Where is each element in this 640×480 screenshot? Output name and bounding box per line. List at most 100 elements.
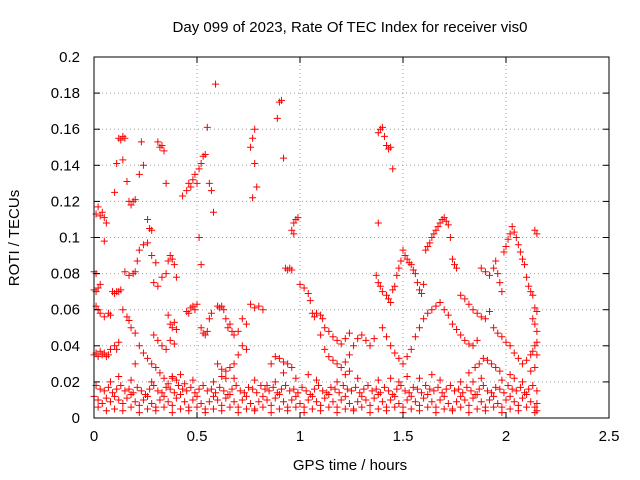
data-point bbox=[370, 394, 378, 402]
data-point bbox=[193, 403, 201, 411]
data-point bbox=[230, 374, 238, 382]
data-point bbox=[294, 214, 302, 222]
data-point bbox=[436, 396, 444, 404]
x-tick-label: 2.5 bbox=[599, 428, 620, 445]
data-point bbox=[387, 342, 395, 350]
data-point bbox=[405, 389, 413, 397]
data-point bbox=[420, 280, 428, 288]
data-point bbox=[440, 392, 448, 400]
data-point bbox=[399, 246, 407, 254]
data-point bbox=[418, 389, 426, 397]
data-point bbox=[467, 387, 475, 395]
data-point bbox=[144, 215, 152, 223]
data-point bbox=[469, 342, 477, 350]
data-point bbox=[115, 396, 123, 404]
data-point bbox=[518, 360, 526, 368]
data-point bbox=[282, 382, 290, 390]
data-point bbox=[273, 389, 281, 397]
data-point bbox=[249, 194, 257, 202]
data-point bbox=[249, 134, 257, 142]
data-point bbox=[403, 353, 411, 361]
data-point bbox=[255, 302, 263, 310]
data-point bbox=[111, 405, 119, 413]
data-point bbox=[296, 400, 304, 408]
data-point bbox=[290, 385, 298, 393]
data-point bbox=[119, 400, 127, 408]
data-point bbox=[185, 179, 193, 187]
data-point bbox=[457, 291, 465, 299]
data-point bbox=[321, 324, 329, 332]
data-point bbox=[296, 280, 304, 288]
data-point bbox=[428, 398, 436, 406]
data-point bbox=[111, 392, 119, 400]
data-point bbox=[166, 385, 174, 393]
data-point bbox=[395, 378, 403, 386]
data-point bbox=[432, 409, 440, 417]
data-point bbox=[504, 235, 512, 243]
data-point bbox=[154, 387, 162, 395]
data-point bbox=[247, 400, 255, 408]
data-point bbox=[317, 311, 325, 319]
data-point bbox=[352, 383, 360, 391]
data-point bbox=[461, 396, 469, 404]
data-point bbox=[407, 405, 415, 413]
data-point bbox=[442, 385, 450, 393]
data-point bbox=[490, 324, 498, 332]
data-point bbox=[465, 369, 473, 377]
data-point bbox=[510, 374, 518, 382]
data-point bbox=[345, 367, 353, 375]
data-point bbox=[325, 353, 333, 361]
data-point bbox=[514, 407, 522, 415]
data-point bbox=[125, 385, 133, 393]
data-point bbox=[317, 407, 325, 415]
data-point bbox=[494, 329, 502, 337]
data-point bbox=[529, 315, 537, 323]
data-point bbox=[383, 141, 391, 149]
data-point bbox=[306, 297, 314, 305]
data-point bbox=[510, 349, 518, 357]
y-tick-label: 0.1 bbox=[59, 230, 80, 247]
data-point bbox=[240, 389, 248, 397]
data-point bbox=[257, 382, 265, 390]
data-point bbox=[418, 289, 426, 297]
data-point bbox=[492, 257, 500, 265]
data-point bbox=[527, 351, 535, 359]
data-point bbox=[292, 374, 300, 382]
data-point bbox=[247, 143, 255, 151]
data-point bbox=[477, 313, 485, 321]
data-point bbox=[160, 392, 168, 400]
data-point bbox=[212, 389, 220, 397]
data-point bbox=[154, 138, 162, 146]
data-point bbox=[350, 407, 358, 415]
data-point bbox=[177, 405, 185, 413]
data-point bbox=[469, 378, 477, 386]
x-tick-label: 1.5 bbox=[393, 428, 414, 445]
data-point bbox=[106, 345, 114, 353]
data-point bbox=[121, 387, 129, 395]
data-point bbox=[174, 382, 182, 390]
data-point bbox=[378, 288, 386, 296]
data-point bbox=[506, 405, 514, 413]
data-point bbox=[170, 340, 178, 348]
data-point bbox=[121, 134, 129, 142]
data-point bbox=[168, 374, 176, 382]
data-point bbox=[253, 183, 261, 191]
y-tick-label: 0.02 bbox=[51, 374, 80, 391]
data-point bbox=[302, 387, 310, 395]
data-point bbox=[366, 342, 374, 350]
data-point bbox=[469, 394, 477, 402]
data-point bbox=[102, 219, 110, 227]
data-point bbox=[253, 389, 261, 397]
data-point bbox=[162, 383, 170, 391]
data-point bbox=[531, 226, 539, 234]
data-point bbox=[251, 407, 259, 415]
data-point bbox=[290, 219, 298, 227]
data-point bbox=[209, 405, 217, 413]
data-point bbox=[119, 407, 127, 415]
data-point bbox=[432, 302, 440, 310]
data-point bbox=[135, 246, 143, 254]
data-point bbox=[488, 389, 496, 397]
data-point bbox=[434, 383, 442, 391]
data-point bbox=[533, 351, 541, 359]
data-point bbox=[263, 396, 271, 404]
